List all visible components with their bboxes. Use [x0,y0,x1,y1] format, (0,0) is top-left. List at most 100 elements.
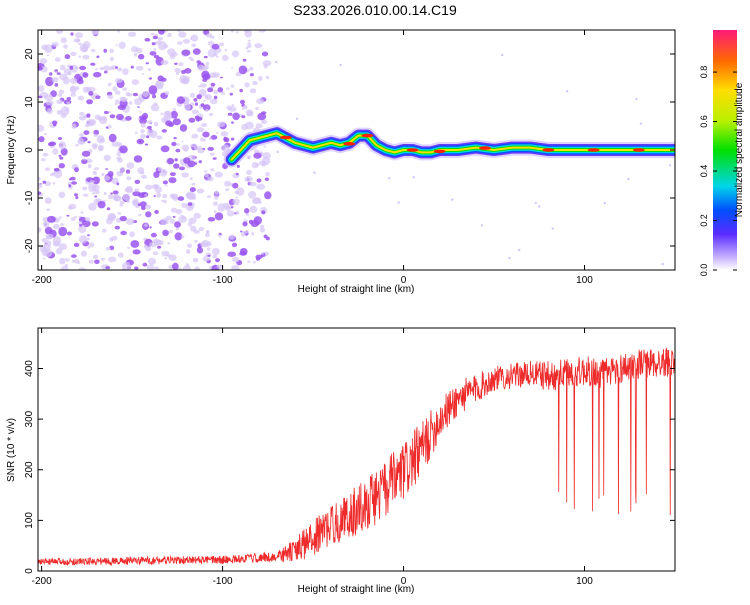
noise-speck [127,246,130,249]
noise-speck [75,144,79,147]
spectrogram-y-axis-label: Frequency (Hz) [6,116,17,185]
noise-speck [175,227,179,231]
noise-speck [241,107,245,110]
noise-speck [53,169,63,179]
noise-speck [106,207,111,211]
noise-speck [253,197,262,203]
noise-speck [221,91,226,95]
noise-speck [182,265,192,270]
x-tick-label: -200 [32,275,52,286]
noise-speck [59,73,68,81]
noise-speck [168,229,174,234]
noise-speck [210,82,216,87]
noise-speck [217,203,226,212]
noise-speck [225,205,231,212]
noise-speck [56,30,63,34]
noise-speck [244,82,250,88]
noise-speck [81,150,91,157]
noise-speck [231,264,240,270]
noise-speck [68,184,72,188]
noise-speck [245,109,253,117]
noise-speck [246,169,252,175]
noise-speck [231,242,238,248]
noise-speck [44,197,52,205]
noise-speck [95,68,98,71]
noise-speck [224,180,232,187]
noise-speck [116,152,121,157]
noise-speck [231,30,234,33]
noise-speck [138,53,145,60]
snr-frame [37,327,676,572]
noise-speck [313,171,316,174]
noise-speck [87,245,91,249]
noise-speck [120,230,127,236]
noise-speck [255,254,263,260]
noise-speck [138,115,147,121]
noise-speck [213,89,219,95]
noise-speck [207,217,216,222]
noise-speck [136,138,145,145]
noise-speck [235,196,239,199]
noise-speck [42,180,47,184]
noise-speck [189,177,193,181]
noise-speck [46,208,51,212]
noise-speck [209,98,218,105]
noise-speck [43,133,48,135]
colorbar-tick-label: 0.0 [699,264,709,277]
noise-speck [207,40,215,46]
noise-speck [119,215,128,222]
noise-speck [127,31,137,37]
noise-speck [181,172,189,178]
noise-speck [78,216,87,223]
noise-speck [177,196,185,201]
noise-speck [78,267,86,270]
noise-speck [256,183,266,190]
noise-speck [87,163,92,169]
ridge-peak [542,148,555,152]
noise-speck [246,155,251,159]
x-tick-label: 0 [401,275,407,286]
noise-speck [174,221,181,228]
noise-speck [134,179,141,184]
noise-speck [202,131,210,138]
noise-speck [200,103,205,107]
noise-speck [230,137,235,141]
noise-speck [240,231,246,237]
noise-speck [192,48,201,55]
noise-speck [66,214,70,217]
noise-speck [152,238,160,243]
noise-speck [77,95,84,101]
noise-speck [51,77,59,83]
noise-speck [254,43,263,49]
noise-speck [68,206,73,210]
noise-speck [39,58,48,65]
noise-speck [103,191,107,196]
noise-speck [54,83,59,87]
noise-speck [126,176,132,181]
noise-speck [94,190,100,195]
noise-speck [86,113,91,118]
noise-speck [207,146,214,151]
y-tick-label: 0 [24,568,35,574]
noise-speck [206,195,212,199]
noise-speck [412,176,415,179]
noise-speck [242,221,248,227]
noise-speck [276,150,279,154]
noise-speck [264,191,272,200]
noise-speck [263,64,268,69]
noise-speck [198,160,202,164]
noise-speck [60,223,65,226]
noise-speck [211,43,220,50]
noise-speck [66,97,72,101]
noise-speck [110,192,113,195]
noise-speck [128,101,133,105]
noise-speck [212,72,220,78]
noise-speck [165,120,173,127]
noise-speck [244,208,250,214]
noise-speck [58,191,66,199]
noise-speck [145,204,151,210]
noise-speck [99,117,108,125]
noise-speck [44,94,54,102]
